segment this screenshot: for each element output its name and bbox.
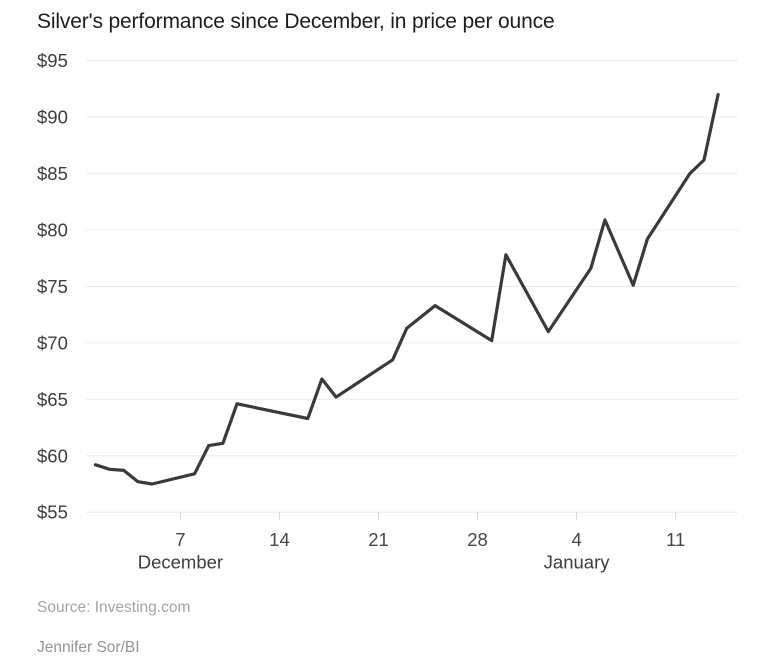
page-title: Silver's performance since December, in … xyxy=(37,10,555,33)
y-tick-label: $85 xyxy=(37,163,68,184)
author-byline: Jennifer Sor/BI xyxy=(37,639,140,656)
y-gridlines xyxy=(86,60,738,513)
y-tick-label: $90 xyxy=(37,107,68,128)
x-tick-label: 21 xyxy=(368,529,389,550)
month-label: December xyxy=(138,552,223,573)
y-tick-label: $65 xyxy=(37,389,68,410)
x-tick-label: 14 xyxy=(269,529,290,550)
y-tick-label: $95 xyxy=(37,50,68,71)
silver-price-series xyxy=(93,92,720,486)
x-tick-label: 11 xyxy=(666,529,685,550)
x-tick-label: 28 xyxy=(467,529,488,550)
x-axis-ticks xyxy=(179,512,677,521)
y-tick-label: $60 xyxy=(37,445,68,466)
y-tick-label: $75 xyxy=(37,276,68,297)
x-tick-label: 7 xyxy=(175,529,185,550)
source-credit: Source: Investing.com xyxy=(37,599,191,616)
x-axis-labels: 7 14 21 28 4 11 xyxy=(175,529,685,550)
x-tick-label: 4 xyxy=(571,529,581,550)
y-tick-label: $80 xyxy=(37,220,68,241)
price-line-chart: $95 $90 $85 $80 $75 $70 $65 $60 $55 7 14 21 28 4 11 Dec… xyxy=(37,50,738,573)
month-label: January xyxy=(544,552,611,573)
y-axis-labels: $95 $90 $85 $80 $75 $70 $65 $60 $55 xyxy=(37,50,68,523)
price-line xyxy=(93,92,720,486)
y-tick-label: $70 xyxy=(37,332,68,353)
month-labels: December January xyxy=(138,552,611,573)
y-tick-label: $55 xyxy=(37,502,68,523)
